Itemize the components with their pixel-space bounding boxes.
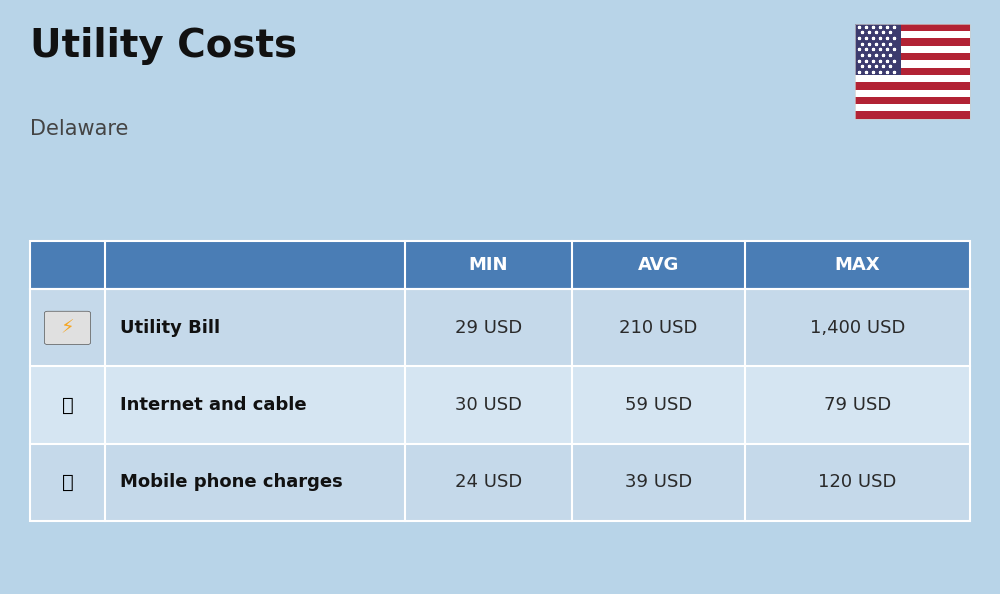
- Bar: [855, 112, 970, 119]
- Text: 30 USD: 30 USD: [455, 396, 522, 414]
- Text: 1,400 USD: 1,400 USD: [810, 319, 905, 337]
- Text: 59 USD: 59 USD: [625, 396, 692, 414]
- Bar: [30, 241, 970, 521]
- Text: Mobile phone charges: Mobile phone charges: [120, 473, 343, 491]
- Text: MIN: MIN: [469, 256, 508, 274]
- Bar: [855, 46, 970, 53]
- Bar: [30, 241, 970, 289]
- Bar: [855, 97, 970, 104]
- Text: 120 USD: 120 USD: [818, 473, 897, 491]
- Bar: [855, 24, 901, 75]
- Text: MAX: MAX: [835, 256, 880, 274]
- Text: Delaware: Delaware: [30, 119, 128, 139]
- Bar: [855, 61, 970, 68]
- Text: 39 USD: 39 USD: [625, 473, 692, 491]
- Bar: [855, 31, 970, 39]
- Bar: [855, 104, 970, 112]
- Bar: [855, 90, 970, 97]
- Bar: [855, 68, 970, 75]
- Text: Internet and cable: Internet and cable: [120, 396, 307, 414]
- Bar: [855, 82, 970, 90]
- Text: 210 USD: 210 USD: [619, 319, 698, 337]
- Text: 79 USD: 79 USD: [824, 396, 891, 414]
- Text: 📡: 📡: [62, 396, 73, 415]
- Bar: [30, 444, 970, 521]
- Bar: [855, 75, 970, 82]
- Text: 29 USD: 29 USD: [455, 319, 522, 337]
- Bar: [855, 53, 970, 61]
- Text: 24 USD: 24 USD: [455, 473, 522, 491]
- Text: Utility Costs: Utility Costs: [30, 27, 297, 65]
- Text: AVG: AVG: [638, 256, 679, 274]
- Text: 📱: 📱: [62, 473, 73, 492]
- Bar: [855, 24, 970, 31]
- Bar: [855, 39, 970, 46]
- Bar: [30, 366, 970, 444]
- Bar: [855, 24, 970, 119]
- Text: Utility Bill: Utility Bill: [120, 319, 220, 337]
- Bar: [30, 289, 970, 366]
- Text: ⚡: ⚡: [61, 318, 74, 337]
- FancyBboxPatch shape: [44, 311, 90, 345]
